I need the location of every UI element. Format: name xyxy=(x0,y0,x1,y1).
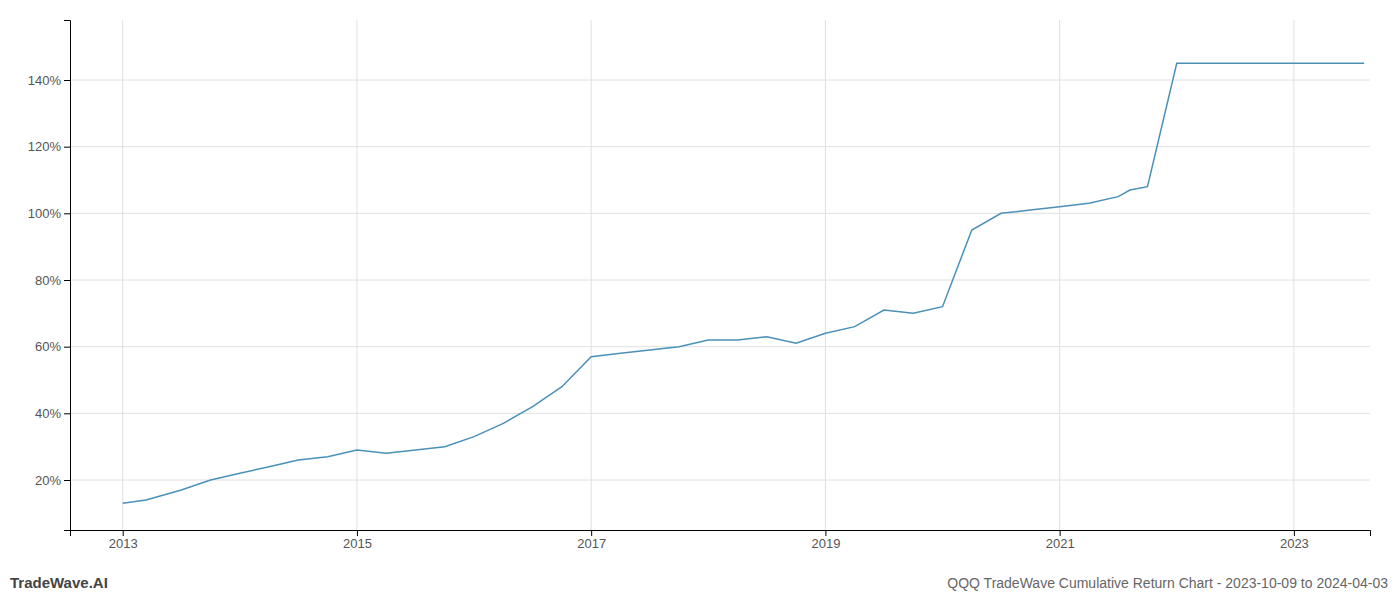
grid-line xyxy=(70,146,1370,147)
tick-label: 2015 xyxy=(343,536,372,551)
tick: 100% xyxy=(28,206,70,221)
tick: 120% xyxy=(28,139,70,154)
grid-line xyxy=(70,346,1370,347)
tick-mark xyxy=(64,213,70,214)
tick-mark xyxy=(64,280,70,281)
tick: 2013 xyxy=(109,530,138,551)
tick: 2021 xyxy=(1046,530,1075,551)
tick: 140% xyxy=(28,73,70,88)
tick: 60% xyxy=(35,339,70,354)
tick-mark xyxy=(357,530,358,536)
tick-label: 140% xyxy=(28,73,62,88)
grid-line xyxy=(356,20,357,530)
plot: 2013 2015 2017 2019 2021 2023 20% 40% 60% 80% 100%… xyxy=(28,20,1371,551)
grid-line xyxy=(122,20,123,530)
axis-line xyxy=(64,21,71,531)
axis-line xyxy=(71,531,1371,537)
tick-label: 2021 xyxy=(1046,536,1075,551)
y-axis: 20% 40% 60% 80% 100% 120% 140% xyxy=(28,21,71,531)
tick-mark xyxy=(64,413,70,414)
tick-label: 2017 xyxy=(577,536,606,551)
grid-line xyxy=(70,413,1370,414)
grid-line xyxy=(70,280,1370,281)
tick-label: 20% xyxy=(35,473,61,488)
grid-line xyxy=(70,80,1370,81)
tick-mark xyxy=(123,530,124,536)
grid-line xyxy=(591,20,592,530)
tick: 2017 xyxy=(577,530,606,551)
line xyxy=(123,63,1364,503)
tick-label: 120% xyxy=(28,139,62,154)
grid-line xyxy=(70,213,1370,214)
x-axis: 2013 2015 2017 2019 2021 2023 xyxy=(71,530,1371,551)
tick: 20% xyxy=(35,473,70,488)
tick: 40% xyxy=(35,406,70,421)
tick-label: 2019 xyxy=(811,536,840,551)
tick-mark xyxy=(1294,530,1295,536)
tick-mark xyxy=(64,147,70,148)
watermark: TradeWave.AI xyxy=(10,574,108,591)
grid-line xyxy=(1059,20,1060,530)
tick-label: 100% xyxy=(28,206,62,221)
tick-label: 2013 xyxy=(109,536,138,551)
tick-mark xyxy=(64,347,70,348)
grid xyxy=(70,20,1370,530)
tick-mark xyxy=(1060,530,1061,536)
tick: 2019 xyxy=(811,530,840,551)
tick-label: 40% xyxy=(35,406,61,421)
tick-label: 2023 xyxy=(1280,536,1309,551)
tick-label: 80% xyxy=(35,273,61,288)
marks xyxy=(123,63,1364,503)
grid-line xyxy=(1293,20,1294,530)
tick-mark xyxy=(64,480,70,481)
title: QQQ TradeWave Cumulative Return Chart - … xyxy=(947,575,1388,591)
tick-mark xyxy=(64,80,70,81)
grid-line xyxy=(70,480,1370,481)
tick-mark xyxy=(591,530,592,536)
tick: 80% xyxy=(35,273,70,288)
tick: 2015 xyxy=(343,530,372,551)
tick-label: 60% xyxy=(35,339,61,354)
tick-mark xyxy=(825,530,826,536)
tick: 2023 xyxy=(1280,530,1309,551)
grid-line xyxy=(825,20,826,530)
chart: 2013 2015 2017 2019 2021 2023 20% 40% 60% 80% 100%… xyxy=(0,0,1400,600)
